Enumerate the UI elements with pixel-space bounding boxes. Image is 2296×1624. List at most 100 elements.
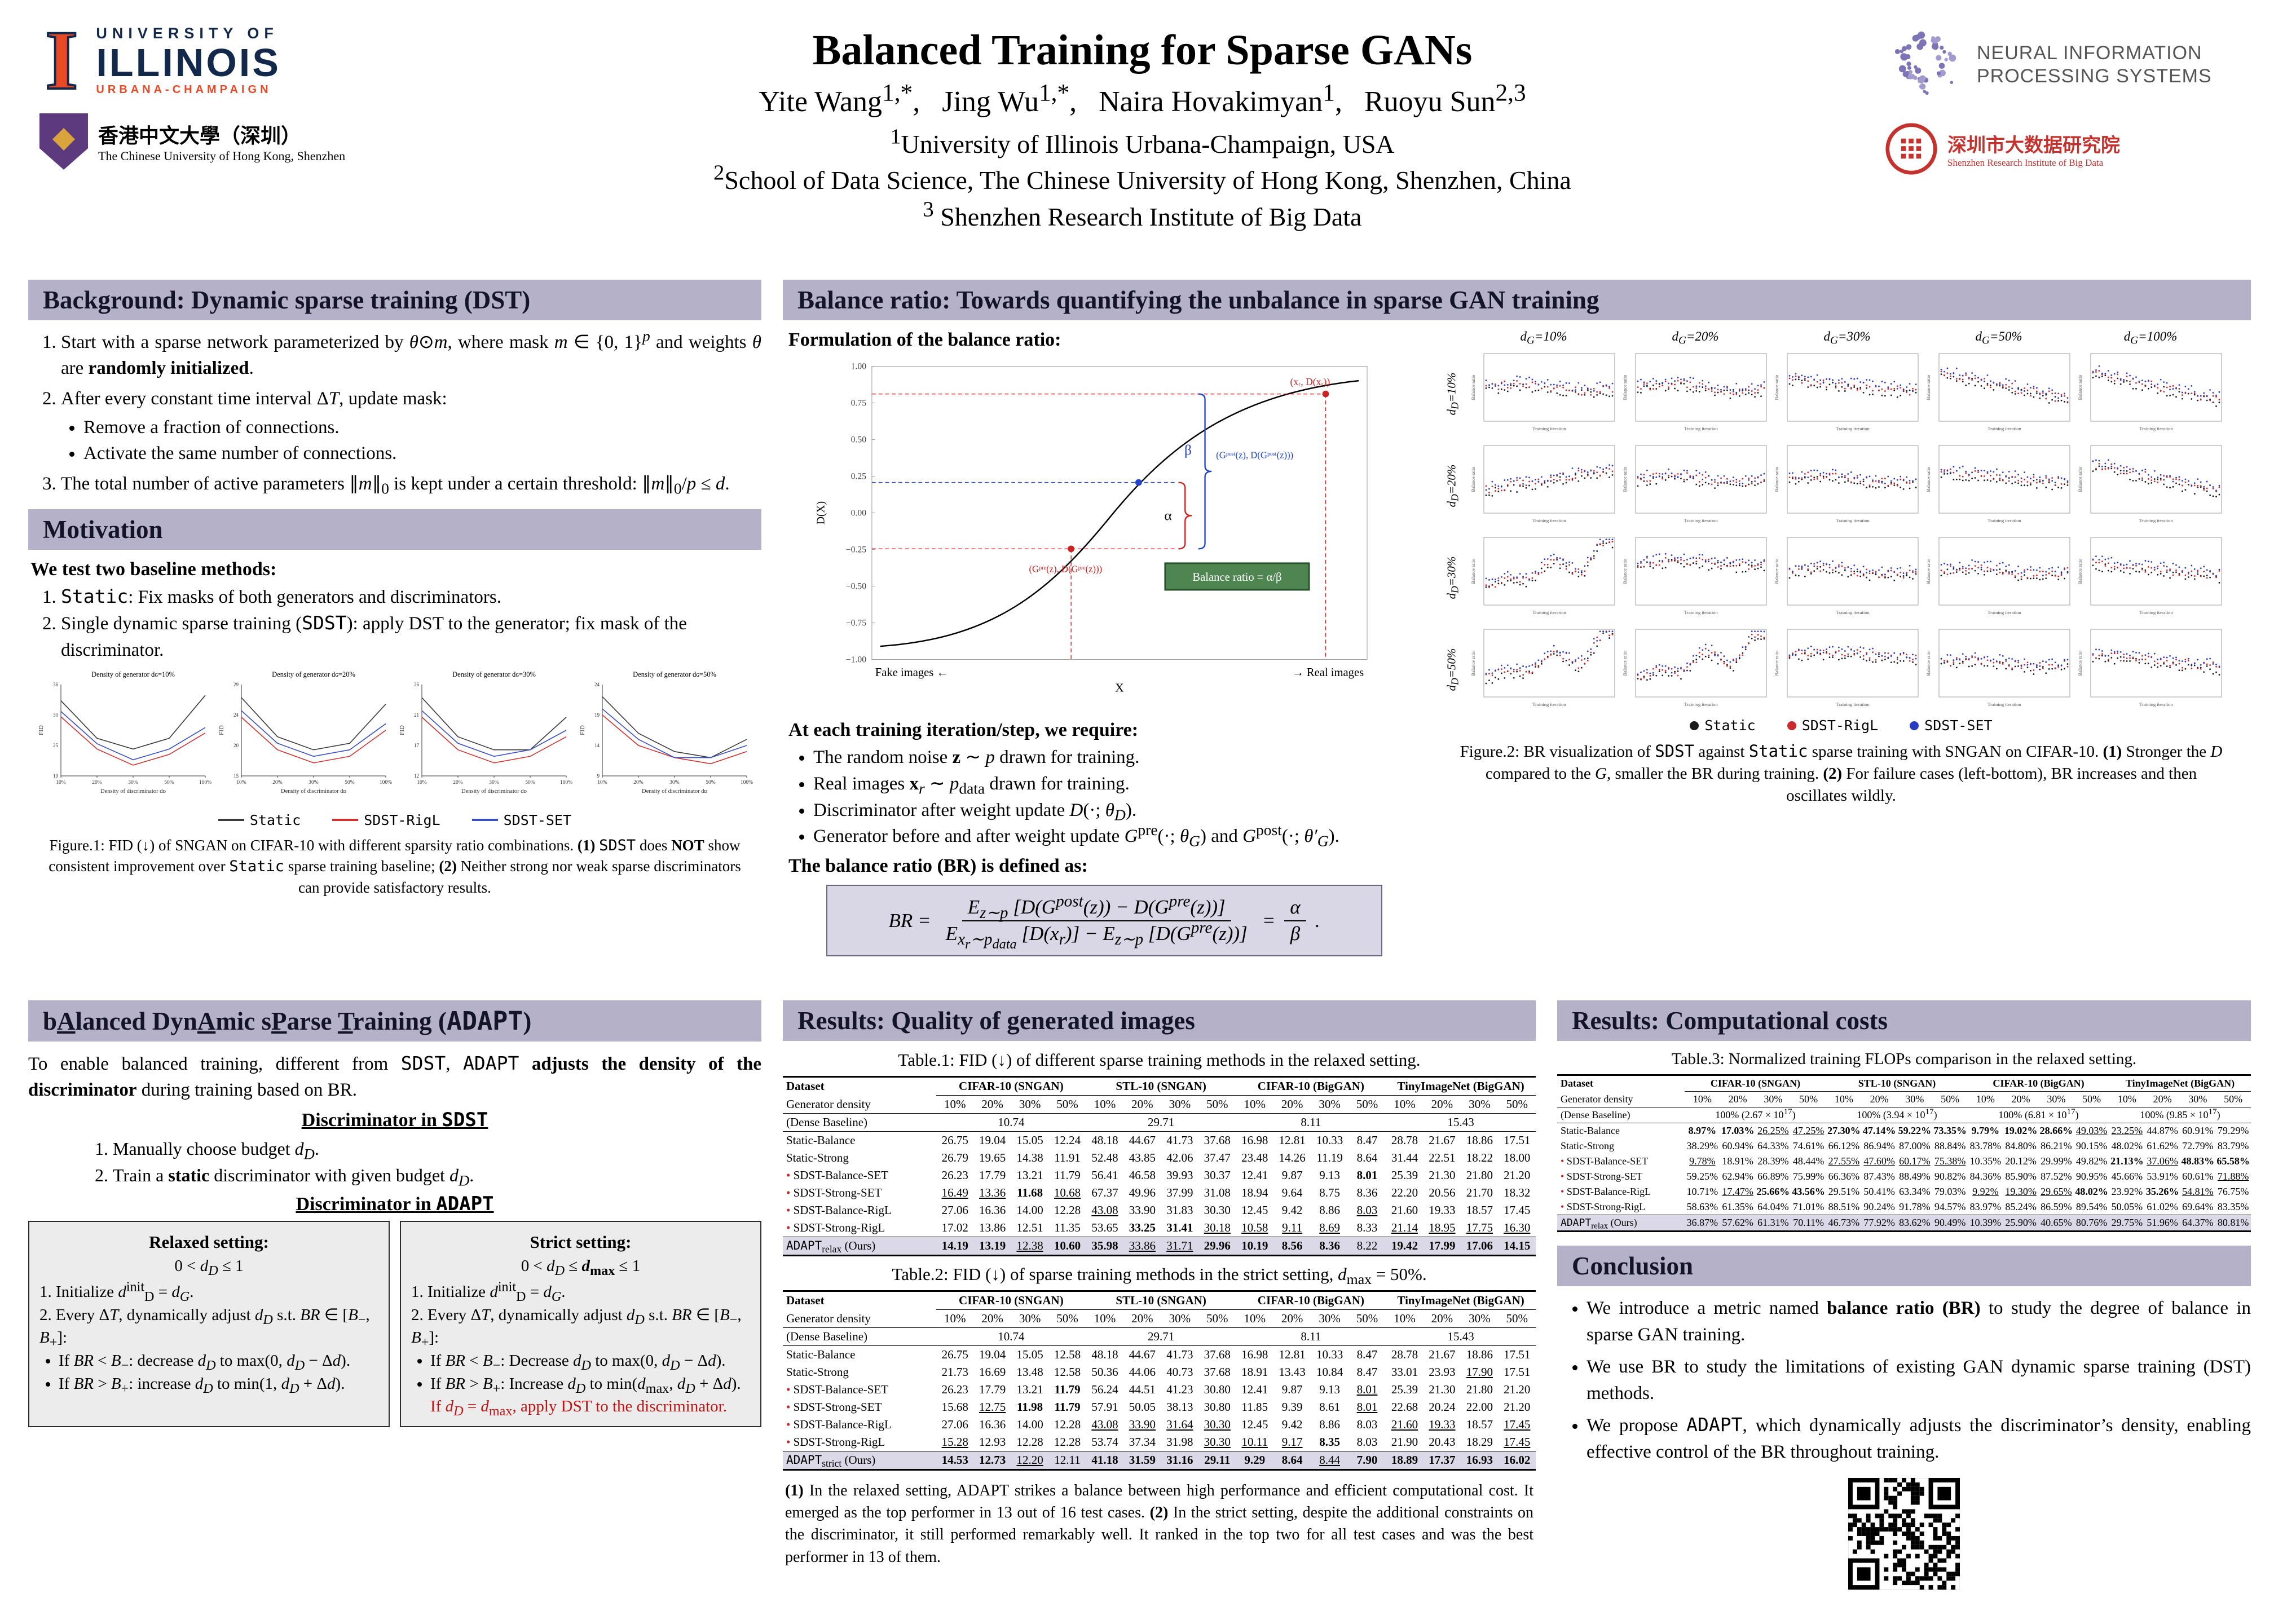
table-cell: 50.05%	[2111, 1201, 2143, 1212]
table-cell: STL-10 (SNGAN)	[1086, 1291, 1236, 1310]
table-cell: 8.75	[1319, 1186, 1340, 1199]
table-cell: 16.49	[941, 1186, 968, 1199]
table-cell: 28.39%	[1757, 1155, 1789, 1167]
table-cell: 43.56%	[1792, 1186, 1825, 1197]
fig2-row-label: dD=20%	[1444, 464, 1461, 507]
table-row: Static-Strong 38.29% 60.94% 64.33% 74.61% 66.…	[1557, 1138, 2251, 1154]
table-cell: 83.97%	[1969, 1201, 2002, 1212]
table-cell: 58.63%	[1686, 1201, 1718, 1212]
table-cell: 47.14%	[1862, 1125, 1896, 1136]
svg-text:20%: 20%	[92, 780, 102, 785]
figure2-miniplot: Balance ratio Training iteration	[1774, 445, 1919, 523]
table-cell: 11.98	[1017, 1400, 1043, 1414]
table-row: ADAPTrelax (Ours) 36.87% 57.62% 61.31% 70.11…	[1557, 1215, 2251, 1232]
table-cell: 60.61%	[2182, 1171, 2214, 1182]
svg-text:Training iteration: Training iteration	[2139, 426, 2173, 431]
affiliation-1: 1University of Illinois Urbana-Champaign…	[890, 125, 1395, 158]
table3-title: Table.3: Normalized training FLOPs compa…	[1671, 1050, 2137, 1068]
table-cell: 10%	[1826, 1091, 1862, 1107]
svg-text:Fake images ←: Fake images ←	[875, 667, 948, 679]
table-cell: 100% (3.94 × 1017)	[1826, 1107, 1968, 1123]
table-cell: 8.03	[1356, 1435, 1378, 1449]
table-cell: (Dense Baseline)	[1557, 1107, 1685, 1123]
svg-text:Density of discriminator dᴅ: Density of discriminator dᴅ	[100, 788, 166, 795]
background-subitem: Remove a fraction of connections.	[83, 414, 761, 440]
relaxed-step: 2. Every ΔT, dynamically adjust dD s.t. …	[39, 1305, 370, 1351]
table-cell: 25.90%	[2003, 1215, 2039, 1232]
table-cell: • SDST-Balance-RigL	[1561, 1186, 1651, 1197]
table-cell: 90.49%	[1932, 1215, 1968, 1232]
table-cell: 17.51	[1504, 1348, 1531, 1361]
table-cell: 26.75	[941, 1348, 968, 1361]
strict-rule: If BR > B+: Increase dD to min(dmax, dD …	[430, 1373, 750, 1418]
table-cell: 12.11	[1048, 1451, 1086, 1470]
svg-text:Balance ratio: Balance ratio	[2077, 466, 2083, 492]
table-row: Static-Balance 26.75 19.04 15.05 12.58 48.18 4…	[783, 1346, 1536, 1364]
background-item: The total number of active parameters ∥m…	[61, 471, 761, 497]
svg-text:24: 24	[233, 712, 239, 718]
svg-text:25: 25	[53, 743, 59, 748]
table-cell: 85.24%	[2005, 1201, 2037, 1212]
fig2-cell: Balance ratio Training iteration	[2076, 533, 2225, 622]
table-cell: 11.35	[1054, 1221, 1081, 1234]
table-cell: 48.44%	[1792, 1155, 1825, 1167]
fig2-cell: Balance ratio Training iteration	[1924, 349, 2073, 438]
table-cell: 12.24	[1054, 1133, 1081, 1147]
figure2-miniplot: Balance ratio Training iteration	[1925, 353, 2070, 431]
svg-text:Training iteration: Training iteration	[1532, 701, 1566, 707]
svg-text:30%: 30%	[128, 780, 138, 785]
table-cell: Generator density	[783, 1095, 936, 1114]
figure1-plot: Density of generator dɢ=30% 10% 20% 30% 50% 1…	[399, 670, 572, 795]
svg-text:50%: 50%	[525, 780, 535, 785]
table-cell: 21.14	[1391, 1221, 1418, 1234]
table-cell: 20.43	[1429, 1435, 1456, 1449]
figure2-grid: dG=10% dG=20% dG=30% dG=50% dG=100% dD=10% Bal…	[1437, 329, 2245, 714]
table-cell: 9.87	[1281, 1168, 1303, 1182]
table-cell: 11.79	[1054, 1383, 1081, 1396]
table-cell: 42.06	[1166, 1151, 1193, 1164]
sdst-discriminator-heading: Discriminator in SDST	[301, 1109, 488, 1132]
table-cell: Generator density	[1557, 1091, 1685, 1107]
figure2-miniplot: Balance ratio Training iteration	[1925, 629, 2070, 707]
costs-section-title: Results: Computational costs	[1557, 1000, 2251, 1041]
table-cell: STL-10 (SNGAN)	[1826, 1075, 1968, 1092]
table1: Dataset CIFAR-10 (SNGAN) STL-10 (SNGAN) CIF…	[783, 1076, 1536, 1256]
strict-rule: If BR < B−: Decrease dD to max(0, dD − Δ…	[430, 1349, 750, 1373]
balance-ratio-figure: 1.00 0.75 0.50 0.25 0.00 −0.25 −0.50 −0.75 −1.00…	[788, 354, 1420, 714]
legend-item: SDST-SET	[471, 812, 571, 828]
table-cell: 16.36	[979, 1418, 1006, 1431]
neurips-logo: NEURAL INFORMATION PROCESSING SYSTEMS	[1884, 23, 2257, 107]
svg-text:50%: 50%	[345, 780, 355, 785]
table-cell: 87.00%	[1899, 1140, 1931, 1151]
table-cell: 84.36%	[1969, 1171, 2002, 1182]
svg-text:Balance ratio: Balance ratio	[1774, 558, 1779, 584]
table3-container: Dataset CIFAR-10 (SNGAN) STL-10 (SNGAN) CIF…	[1557, 1074, 2251, 1232]
table-cell: 18.95	[1429, 1221, 1456, 1234]
svg-text:Density of discriminator dᴅ: Density of discriminator dᴅ	[281, 788, 347, 795]
table-cell: 20.24	[1429, 1400, 1456, 1414]
formulation-label: Formulation of the balance ratio:	[788, 329, 1061, 350]
table-cell: 37.68	[1204, 1365, 1231, 1379]
table-cell: 50%	[2215, 1091, 2251, 1107]
table-cell: TinyImageNet (BigGAN)	[1386, 1076, 1536, 1096]
relaxed-constraint: 0 < dD ≤ 1	[174, 1256, 244, 1278]
svg-text:Training iteration: Training iteration	[2139, 518, 2173, 523]
table-cell: 16.98	[1241, 1348, 1268, 1361]
table-cell: 50.05	[1129, 1400, 1156, 1414]
strict-setting-title: Strict setting:	[530, 1232, 632, 1252]
table1-container: Dataset CIFAR-10 (SNGAN) STL-10 (SNGAN) CIF…	[783, 1076, 1536, 1256]
table-cell: • SDST-Strong-RigL	[786, 1435, 885, 1449]
require-list: The random noise z ∼ p drawn for trainin…	[813, 744, 1420, 850]
table-cell: 30.30	[1204, 1203, 1231, 1217]
table-cell: 21.73	[941, 1365, 968, 1379]
table-cell: 59.25%	[1686, 1171, 1718, 1182]
table-cell: 30%	[2180, 1091, 2216, 1107]
fig2-rowlabel: dD=20%	[1437, 441, 1466, 530]
table-cell: 18.57	[1466, 1418, 1493, 1431]
require-item: Real images xr ∼ pdata drawn for trainin…	[813, 771, 1420, 797]
table-cell: 10%	[1086, 1095, 1124, 1114]
svg-text:21: 21	[414, 712, 419, 718]
table-cell: 10.71%	[1686, 1186, 1718, 1197]
fig2-rowlabel: dD=10%	[1437, 349, 1466, 438]
table-cell: 20%	[1861, 1091, 1897, 1107]
